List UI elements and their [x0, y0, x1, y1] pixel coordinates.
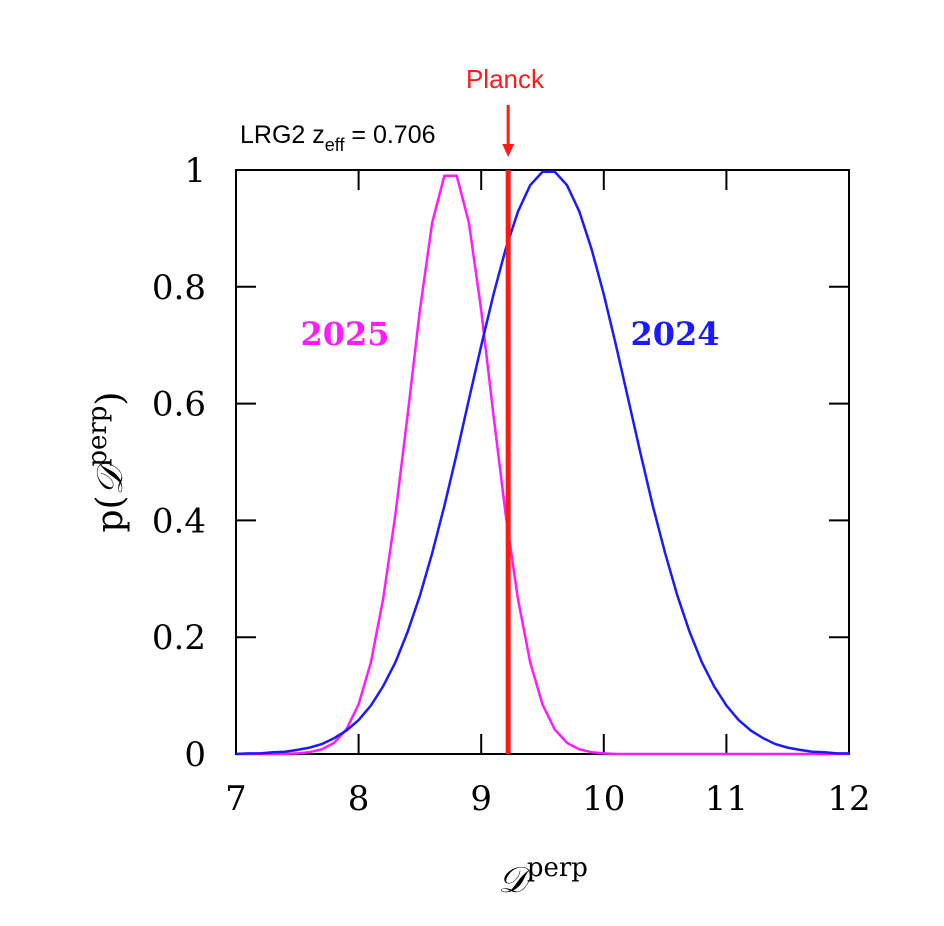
annotation-value: = 0.706 [344, 121, 435, 149]
x-tick-label: 7 [225, 779, 247, 819]
x-tick-label: 10 [582, 779, 625, 819]
x-tick-label: 9 [470, 779, 492, 819]
y-label-superscript: perp [83, 406, 113, 467]
y-label-suffix: ) [90, 392, 131, 406]
reference-label: Planck [466, 64, 545, 94]
reference-arrowhead [502, 144, 515, 157]
x-tick-label: 8 [348, 779, 370, 819]
series-line [236, 174, 849, 756]
series-line [235, 170, 849, 756]
y-tick-label: 0.6 [152, 385, 206, 425]
y-tick-label: 0.4 [152, 501, 206, 541]
y-tick-label: 0 [184, 735, 206, 775]
plot-frame [235, 169, 850, 755]
y-tick-label: 1 [184, 151, 206, 191]
annotation-text: LRG2 z [240, 121, 325, 149]
series-label: 2025 [300, 315, 389, 353]
y-tick-label: 0.8 [152, 268, 206, 308]
y-tick-label: 0.2 [152, 618, 206, 658]
x-tick-label: 12 [827, 779, 870, 819]
x-label-superscript: perp [527, 853, 588, 883]
y-label-prefix: p( [90, 495, 131, 532]
series-label: 2024 [630, 315, 719, 353]
x-tick-label: 11 [705, 779, 748, 819]
y-axis-label: p(𝒟perp) [83, 392, 131, 533]
annotation-subscript: eff [325, 135, 346, 155]
x-axis-label: 𝒟perp [498, 853, 588, 901]
annotation: LRG2 zeff = 0.706 [240, 121, 436, 155]
